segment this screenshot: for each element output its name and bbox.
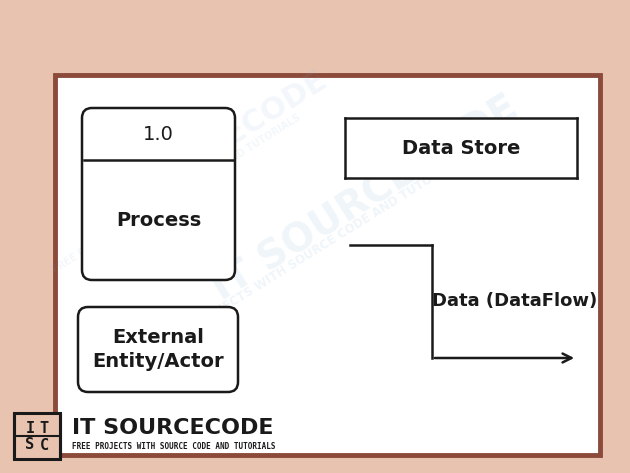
FancyBboxPatch shape — [14, 413, 60, 459]
Text: Process: Process — [116, 210, 201, 229]
Text: Data (DataFlow): Data (DataFlow) — [432, 292, 597, 310]
Text: Data Store: Data Store — [402, 139, 520, 158]
FancyBboxPatch shape — [82, 108, 235, 280]
FancyBboxPatch shape — [78, 307, 238, 392]
Text: FREE PROJECTS WITH SOURCE CODE AND TUTORIALS: FREE PROJECTS WITH SOURCE CODE AND TUTOR… — [50, 113, 302, 275]
Text: T: T — [40, 420, 49, 436]
Text: FREE PROJECTS WITH SOURCE CODE AND TUTORIALS: FREE PROJECTS WITH SOURCE CODE AND TUTOR… — [162, 152, 468, 350]
Text: C: C — [40, 438, 49, 453]
Text: IT SOURCECODE: IT SOURCECODE — [72, 418, 273, 438]
Text: 1.0: 1.0 — [143, 124, 174, 143]
Bar — [55, 75, 600, 455]
Text: IT SOURCECODE: IT SOURCECODE — [83, 66, 333, 237]
Bar — [345, 118, 577, 178]
Text: FREE PROJECTS WITH SOURCE CODE AND TUTORIALS: FREE PROJECTS WITH SOURCE CODE AND TUTOR… — [72, 441, 275, 450]
Text: S: S — [25, 437, 35, 452]
Text: Entity/Actor: Entity/Actor — [92, 352, 224, 371]
Text: IT SOURCECODE: IT SOURCECODE — [206, 89, 525, 308]
Text: I: I — [25, 420, 35, 436]
Text: External: External — [112, 328, 204, 347]
